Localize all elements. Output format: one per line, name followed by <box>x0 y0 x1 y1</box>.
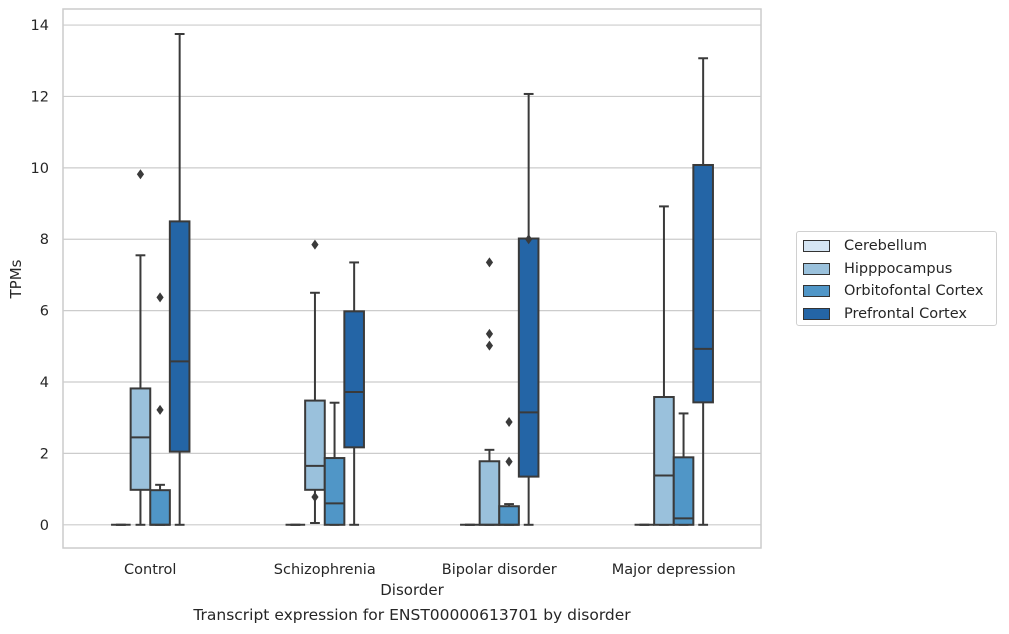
box-prefrontal-cortex <box>517 92 540 526</box>
outlier-point <box>525 234 533 245</box>
box-iqr <box>517 237 540 478</box>
y-tick-label: 10 <box>31 161 49 177</box>
box-orbitofontal-cortex <box>672 412 695 526</box>
y-tick-label: 4 <box>40 375 49 391</box>
outlier-point <box>311 239 319 250</box>
x-tick-label: Major depression <box>612 562 736 578</box>
box-iqr <box>149 489 171 526</box>
outlier-point <box>156 292 164 303</box>
legend-swatch <box>803 262 830 275</box>
box-hipppocampus <box>478 257 501 526</box>
box-iqr <box>168 220 191 453</box>
y-tick-label: 12 <box>31 89 49 105</box>
box-iqr <box>343 310 365 449</box>
box-hipppocampus <box>129 169 152 526</box>
legend-item-prefrontal-cortex: Prefrontal Cortex <box>803 303 996 326</box>
outlier-point <box>136 169 145 180</box>
legend-swatch <box>803 307 830 320</box>
legend-swatch <box>803 240 830 253</box>
x-tick-label: Bipolar disorder <box>442 562 557 578</box>
legend-item-orbitofrontal-cortex: Orbitofontal Cortex <box>803 280 996 303</box>
y-tick-label: 6 <box>40 304 49 320</box>
box-prefrontal-cortex <box>343 261 365 526</box>
y-tick-label: 0 <box>40 518 49 534</box>
y-axis-label: TPMs <box>7 259 25 299</box>
x-tick-label: Schizophrenia <box>274 562 376 578</box>
box-orbitofontal-cortex <box>149 292 171 526</box>
legend: Cerebellum Hipppocampus Orbitofontal Cor… <box>796 231 997 326</box>
box-prefrontal-cortex <box>692 57 714 526</box>
x-tick-label: Control <box>124 562 176 578</box>
outlier-point <box>485 328 494 339</box>
legend-swatch <box>803 285 830 298</box>
box-iqr <box>478 460 501 526</box>
plot-frame <box>62 8 762 549</box>
outlier-point <box>156 404 164 415</box>
legend-label: Hipppocampus <box>844 260 953 277</box>
x-tick-labels: Control Schizophrenia Bipolar disorder Majo… <box>124 562 736 578</box>
box-iqr <box>692 163 714 404</box>
box-iqr <box>672 456 695 526</box>
outlier-point <box>485 257 494 268</box>
legend-label: Cerebellum <box>844 238 928 255</box>
legend-item-cerebellum: Cerebellum <box>803 235 996 258</box>
outlier-point <box>505 456 513 467</box>
box-iqr <box>653 396 675 526</box>
y-tick-label: 8 <box>40 232 49 248</box>
y-tick-label: 14 <box>31 18 49 34</box>
box-plot-boxes <box>111 32 714 526</box>
box-prefrontal-cortex <box>168 32 191 526</box>
outlier-point <box>311 491 319 502</box>
box-hipppocampus <box>304 239 326 525</box>
legend-label: Orbitofontal Cortex <box>844 283 984 300</box>
chart-caption: Transcript expression for ENST0000061370… <box>193 606 631 624</box>
legend-item-hippocampus: Hipppocampus <box>803 258 996 281</box>
box-iqr <box>129 387 152 491</box>
outlier-point <box>505 416 513 427</box>
box-iqr <box>323 457 346 526</box>
box-orbitofontal-cortex <box>498 416 520 526</box>
y-tick-labels: 0 2 4 6 8 10 12 14 <box>31 18 49 534</box>
box-iqr <box>498 505 520 526</box>
outlier-point <box>485 340 494 351</box>
box-hipppocampus <box>653 205 675 526</box>
legend-label: Prefrontal Cortex <box>844 305 967 322</box>
y-tick-label: 2 <box>40 446 49 462</box>
box-iqr <box>304 399 326 491</box>
x-axis-label: Disorder <box>380 581 444 599</box>
box-orbitofontal-cortex <box>323 401 346 526</box>
